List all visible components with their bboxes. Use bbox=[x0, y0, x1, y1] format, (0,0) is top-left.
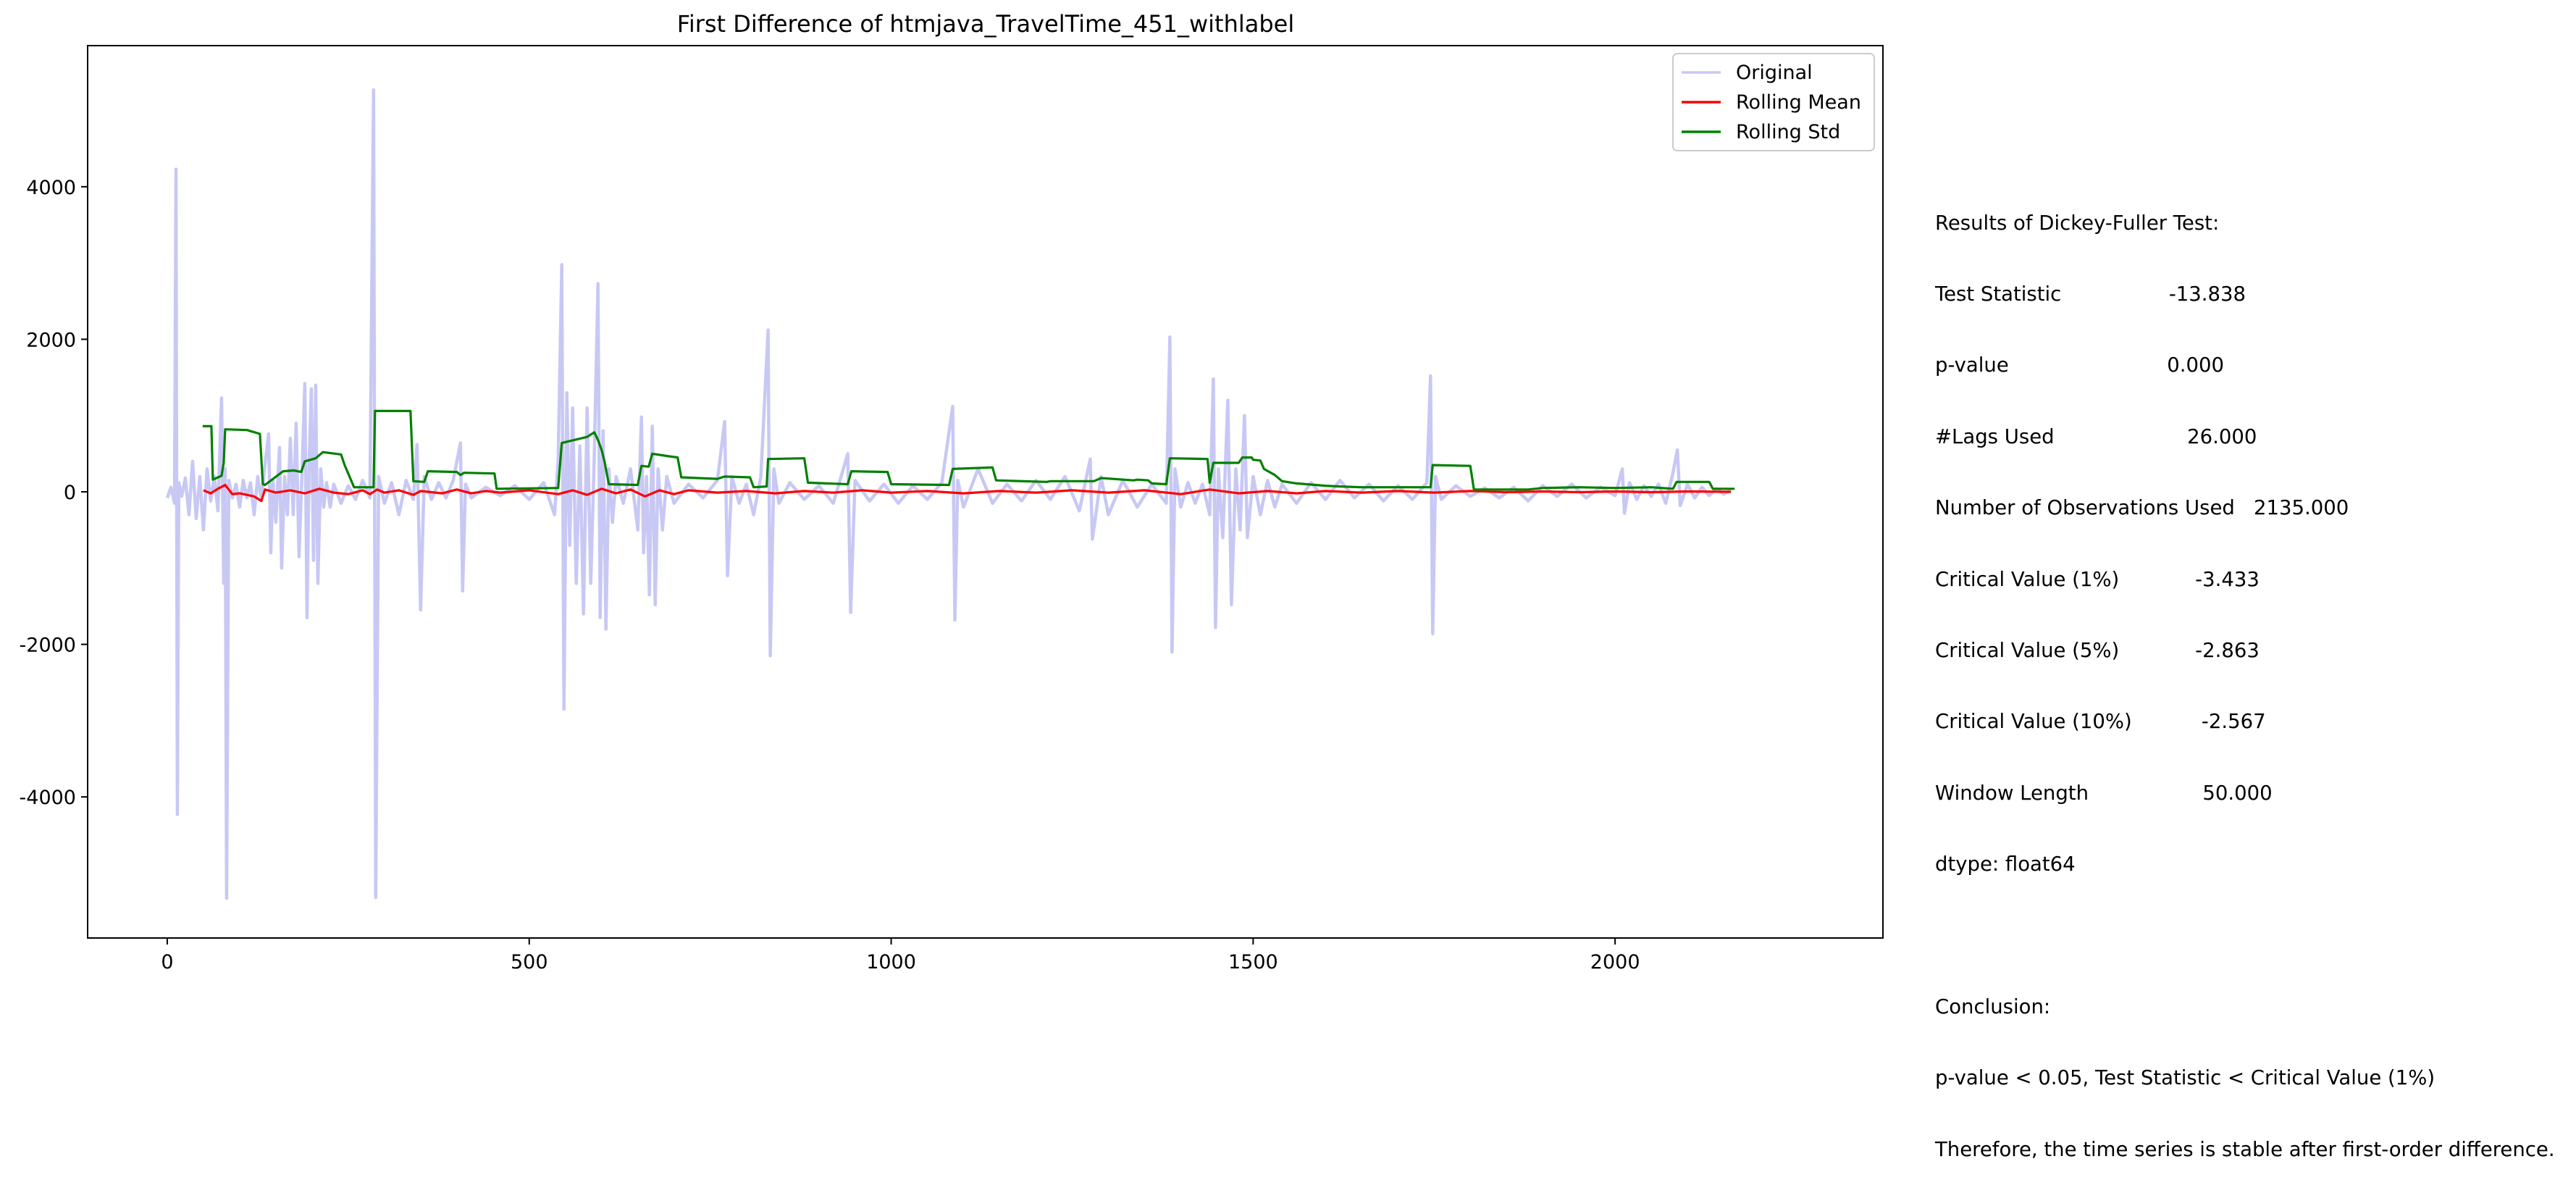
x-tick-label: 2000 bbox=[1590, 951, 1640, 973]
series-line-rolling-std bbox=[202, 409, 1735, 491]
stats-row: Critical Value (5%) -2.863 bbox=[1935, 638, 2260, 662]
series-line-rolling-mean bbox=[203, 483, 1732, 503]
y-axis: -4000 -2000 0 2000 4000 bbox=[20, 177, 88, 809]
y-tick-label: -2000 bbox=[20, 635, 76, 657]
x-tick-label: 500 bbox=[511, 951, 548, 973]
legend-label-original: Original bbox=[1736, 62, 1813, 84]
series-layer bbox=[165, 88, 1735, 900]
stats-row: Window Length 50.000 bbox=[1935, 781, 2273, 805]
x-tick-label: 1500 bbox=[1228, 951, 1278, 973]
legend: Original Rolling Mean Rolling Std bbox=[1672, 53, 1875, 151]
y-tick-label: 4000 bbox=[26, 177, 76, 199]
conclusion-heading: Conclusion: bbox=[1935, 995, 2051, 1018]
y-tick-label: 0 bbox=[64, 482, 76, 504]
legend-box bbox=[1672, 53, 1875, 151]
stats-spacer bbox=[1935, 924, 2555, 948]
conclusion-line: Therefore, the time series is stable aft… bbox=[1935, 1137, 2555, 1161]
conclusion-line: p-value < 0.05, Test Statistic < Critica… bbox=[1935, 1066, 2436, 1090]
x-tick-label: 1000 bbox=[866, 951, 916, 973]
series-line-original bbox=[165, 88, 1732, 900]
legend-label-rolling-std: Rolling Std bbox=[1736, 121, 1840, 143]
y-tick-label: -4000 bbox=[20, 787, 76, 809]
dickey-fuller-results: Results of Dickey-Fuller Test: Test Stat… bbox=[1935, 164, 2555, 1185]
stats-row: Critical Value (1%) -3.433 bbox=[1935, 567, 2260, 591]
stats-row: Number of Observations Used 2135.000 bbox=[1935, 496, 2349, 520]
stats-row: dtype: float64 bbox=[1935, 853, 2076, 876]
chart-title: First Difference of htmjava_TravelTime_4… bbox=[677, 10, 1295, 38]
stats-row: Critical Value (10%) -2.567 bbox=[1935, 710, 2266, 734]
stats-row: #Lags Used 26.000 bbox=[1935, 424, 2257, 448]
stats-heading: Results of Dickey-Fuller Test: bbox=[1935, 211, 2220, 235]
x-tick-label: 0 bbox=[161, 951, 173, 973]
stats-row: Test Statistic -13.838 bbox=[1935, 282, 2246, 306]
x-axis: 0 500 1000 1500 2000 bbox=[161, 938, 1640, 973]
legend-label-rolling-mean: Rolling Mean bbox=[1736, 91, 1861, 114]
chart: First Difference of htmjava_TravelTime_4… bbox=[20, 10, 1884, 973]
stats-row: p-value 0.000 bbox=[1935, 353, 2225, 377]
y-tick-label: 2000 bbox=[26, 329, 76, 351]
